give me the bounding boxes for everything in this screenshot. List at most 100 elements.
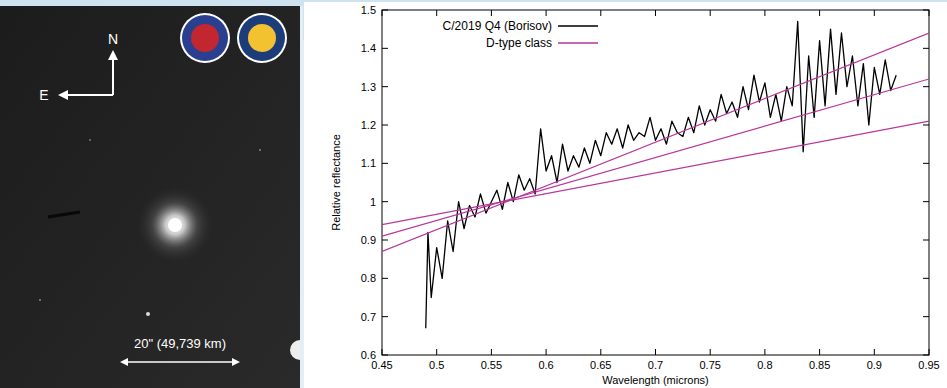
x-tick-label: 0.85 (809, 359, 830, 371)
x-tick (491, 349, 492, 355)
y-tick (382, 86, 388, 87)
y-tick-label: 0.7 (361, 311, 376, 323)
x-tick-label: 0.9 (867, 359, 882, 371)
star (39, 299, 41, 301)
x-tick-mirror (600, 10, 601, 16)
y-tick (382, 163, 388, 164)
legend-swatch (558, 42, 598, 44)
y-tick-mirror (923, 86, 929, 87)
star (146, 312, 150, 316)
y-tick (382, 278, 388, 279)
x-tick-mirror (874, 10, 875, 16)
x-tick-mirror (819, 10, 820, 16)
y-tick (382, 125, 388, 126)
y-tick-label: 1.1 (361, 157, 376, 169)
x-tick (600, 349, 601, 355)
y-tick (382, 201, 388, 202)
x-tick-mirror (764, 10, 765, 16)
x-tick-label: 0.6 (538, 359, 553, 371)
compass-north-label: N (108, 31, 118, 47)
compass-east-head (58, 90, 68, 100)
x-tick-label: 0.7 (648, 359, 663, 371)
x-tick-label: 0.95 (918, 359, 939, 371)
y-axis-title: Relative reflectance (330, 134, 342, 231)
x-tick-mirror (491, 10, 492, 16)
y-tick (382, 10, 388, 11)
legend: C/2019 Q4 (Borisov) D-type class (443, 19, 598, 50)
legend-label: D-type class (486, 36, 552, 50)
scale-bar-head (232, 358, 240, 366)
y-tick-label: 1.3 (361, 81, 376, 93)
y-tick-label: 1.5 (361, 4, 376, 16)
x-tick (819, 349, 820, 355)
y-tick-mirror (923, 240, 929, 241)
logo-center (248, 24, 276, 52)
x-tick-mirror (436, 10, 437, 16)
y-tick-label: 0.6 (361, 349, 376, 361)
x-tick (874, 349, 875, 355)
x-tick-mirror (929, 10, 930, 16)
scale-bar-label: 20" (49,739 km) (134, 336, 226, 351)
x-tick-label: 0.55 (481, 359, 502, 371)
figure: NE20" (49,739 km)0.450.50.550.60.650.70.… (0, 0, 947, 388)
series-line (382, 33, 929, 252)
y-tick-mirror (923, 48, 929, 49)
scale-bar-head (120, 358, 128, 366)
y-tick-label: 0.8 (361, 272, 376, 284)
y-tick-mirror (923, 278, 929, 279)
y-tick-mirror (923, 201, 929, 202)
comet-nucleus (168, 218, 182, 232)
y-tick (382, 316, 388, 317)
x-tick-mirror (382, 10, 383, 16)
y-tick (382, 355, 388, 356)
chart-panel (304, 2, 947, 388)
logo (237, 13, 287, 63)
x-tick (710, 349, 711, 355)
y-tick-mirror (923, 125, 929, 126)
x-axis-title: Wavelength (microns) (602, 374, 709, 386)
streak (48, 212, 80, 217)
x-tick-mirror (546, 10, 547, 16)
compass-north-arrow (112, 56, 114, 95)
y-tick-label: 0.9 (361, 234, 376, 246)
x-tick-label: 0.8 (757, 359, 772, 371)
y-tick (382, 48, 388, 49)
comet-coma (137, 187, 213, 263)
y-tick-label: 1 (370, 196, 376, 208)
compass-north-head (108, 50, 118, 60)
legend-label: C/2019 Q4 (Borisov) (443, 19, 552, 33)
telescope-image: N E 20" (49,739 km) (0, 6, 310, 388)
x-tick-mirror (655, 10, 656, 16)
x-tick (546, 349, 547, 355)
series-line (382, 121, 929, 225)
x-tick-label: 0.5 (429, 359, 444, 371)
plot-frame (382, 10, 929, 355)
series-line (382, 79, 929, 236)
logo-center (191, 24, 219, 52)
legend-swatch (558, 25, 598, 27)
x-tick-label: 0.65 (590, 359, 611, 371)
x-tick (382, 349, 383, 355)
axes: 0.450.50.550.60.650.70.750.80.850.90.950… (330, 4, 940, 386)
compass-east-arrow (64, 94, 113, 96)
x-tick-label: 0.75 (699, 359, 720, 371)
x-tick-mirror (710, 10, 711, 16)
image-edge (300, 6, 303, 388)
scale-bar (126, 361, 234, 363)
x-tick (436, 349, 437, 355)
background (0, 0, 947, 388)
logo-ring (182, 15, 228, 61)
x-tick (929, 349, 930, 355)
logo (180, 13, 230, 63)
star (89, 139, 91, 141)
image-frame (0, 6, 300, 388)
data-lines (382, 22, 929, 329)
y-tick-mirror (923, 316, 929, 317)
compass-east-label: E (39, 87, 48, 103)
y-tick-label: 1.4 (361, 42, 376, 54)
x-tick (655, 349, 656, 355)
series-line (426, 22, 896, 329)
y-tick-label: 1.2 (361, 119, 376, 131)
y-tick (382, 240, 388, 241)
logo-ring (239, 15, 285, 61)
